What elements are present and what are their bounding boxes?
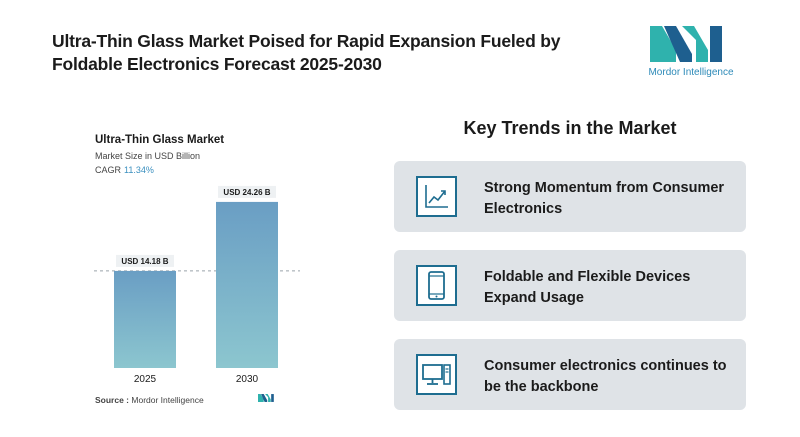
source-logo-icon: [258, 394, 274, 402]
trends-title: Key Trends in the Market: [463, 118, 677, 138]
data-label-background: [218, 185, 276, 198]
chart-cagr: CAGR 11.34%: [95, 165, 154, 175]
source-value: Mordor Intelligence: [131, 395, 204, 405]
trend-icon-box: [416, 354, 457, 395]
data-label: USD 24.26 B: [223, 188, 270, 197]
chart-title: Ultra-Thin Glass Market: [95, 134, 225, 146]
page-title: Ultra-Thin Glass Market Poised for Rapid…: [52, 31, 561, 74]
brand-mark-icon: [650, 26, 722, 62]
trend-text: Consumer electronics continues to be the…: [484, 358, 727, 395]
source-note: Source : Mordor Intelligence: [95, 395, 204, 405]
x-tick-label: 2030: [236, 374, 259, 385]
desktop-computer-icon: [422, 364, 451, 385]
trend-icon-box: [416, 265, 457, 306]
trend-card-backbone: Consumer electronics continues to be the…: [394, 339, 746, 410]
data-label: USD 14.18 B: [121, 257, 168, 266]
line-chart-icon: [425, 185, 448, 208]
cagr-value: 11.34%: [124, 165, 154, 175]
trend-card-consumer-electronics: Strong Momentum from Consumer Electronic…: [394, 161, 746, 232]
mordor-intelligence-logo: Mordor Intelligence: [636, 24, 746, 80]
smartphone-icon: [428, 271, 445, 300]
bar-2025: [114, 270, 176, 368]
bar-chart: USD 14.18 B 2025 USD 24.26 B 2030: [94, 185, 300, 385]
trend-card-foldable-devices: Foldable and Flexible Devices Expand Usa…: [394, 250, 746, 321]
chart-subtitle: Market Size in USD Billion: [95, 151, 201, 161]
x-tick-label: 2025: [134, 374, 157, 385]
cagr-label: CAGR: [95, 165, 122, 175]
source-label: Source :: [95, 395, 130, 405]
bar-2030: [216, 201, 278, 368]
trend-icon-box: [416, 176, 457, 217]
brand-name: Mordor Intelligence: [648, 67, 734, 78]
trend-text: Foldable and Flexible Devices Expand Usa…: [484, 269, 691, 306]
trend-text: Strong Momentum from Consumer Electronic…: [484, 180, 725, 217]
data-label-background: [116, 254, 174, 267]
